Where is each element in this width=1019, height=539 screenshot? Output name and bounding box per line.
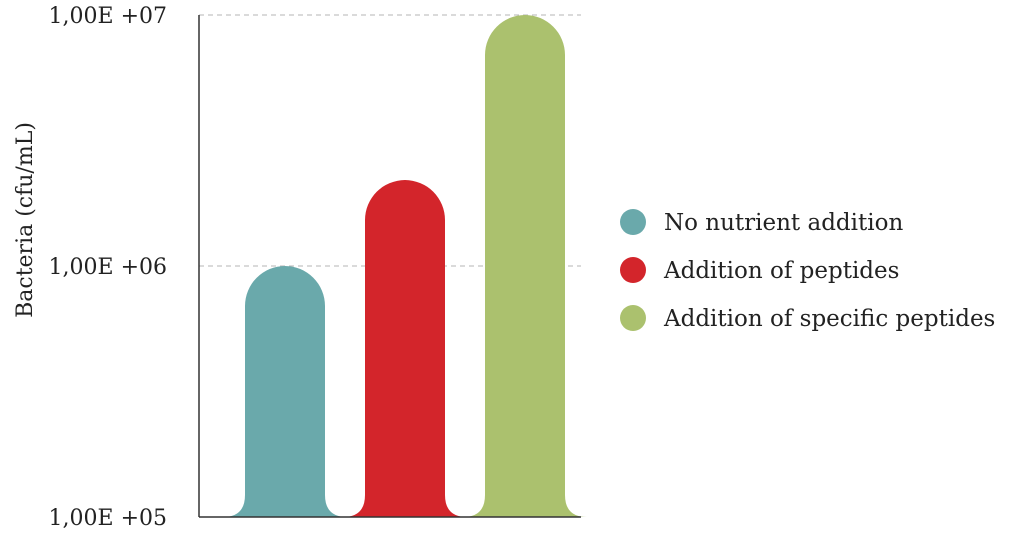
y-tick-label: 1,00E +07 <box>49 4 167 29</box>
legend-swatch <box>620 209 646 235</box>
legend-label: Addition of peptides <box>663 258 899 284</box>
legend-swatch <box>620 305 646 331</box>
y-axis-title: Bacteria (cfu/mL) <box>13 122 38 318</box>
legend-swatch <box>620 257 646 283</box>
y-tick-label: 1,00E +05 <box>49 506 167 531</box>
y-tick-labels: 1,00E +05 1,00E +06 1,00E +07 <box>49 4 167 531</box>
axes <box>198 15 581 518</box>
bar-addition-of-specific-peptides <box>463 15 587 517</box>
legend-label: No nutrient addition <box>664 210 903 236</box>
legend-label: Addition of specific peptides <box>663 306 995 332</box>
bar-no-nutrient-addition <box>223 266 347 517</box>
y-tick-label: 1,00E +06 <box>49 255 167 280</box>
legend: No nutrient addition Addition of peptides… <box>620 209 995 332</box>
bars <box>223 15 587 517</box>
bar-addition-of-peptides <box>343 180 467 517</box>
